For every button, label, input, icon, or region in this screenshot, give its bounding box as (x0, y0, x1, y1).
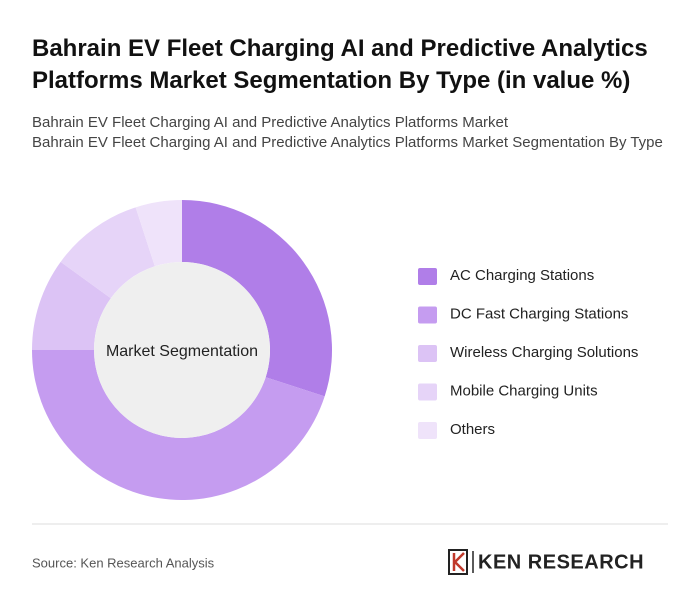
legend-label: AC Charging Stations (450, 267, 594, 284)
legend-label: Mobile Charging Units (450, 382, 598, 399)
subtitle: Bahrain EV Fleet Charging AI and Predict… (32, 134, 663, 151)
legend-swatch (418, 306, 437, 324)
source: Source: Ken Research Analysis (32, 555, 215, 570)
legend-label: DC Fast Charging Stations (450, 305, 628, 322)
legend-label: Others (450, 421, 495, 438)
subtitle: Bahrain EV Fleet Charging AI and Predict… (32, 114, 509, 131)
legend-label: Wireless Charging Solutions (450, 344, 638, 361)
legend-swatch (418, 383, 437, 401)
pie-slice (32, 350, 325, 501)
logo-icon (448, 549, 474, 575)
legend-swatch (418, 345, 437, 362)
legend-swatch (418, 268, 437, 285)
center-label: Market Segmentation (106, 343, 258, 360)
pie-slice (135, 200, 182, 267)
pie-slice (182, 200, 333, 397)
donut-hole (94, 262, 270, 438)
legend-swatch (418, 422, 437, 439)
pie-slice (32, 261, 111, 350)
logo-text: KEN RESEARCH (478, 551, 644, 573)
pie-slice (60, 207, 155, 299)
chart-title: Bahrain EV Fleet Charging AI and Predict… (32, 35, 648, 94)
